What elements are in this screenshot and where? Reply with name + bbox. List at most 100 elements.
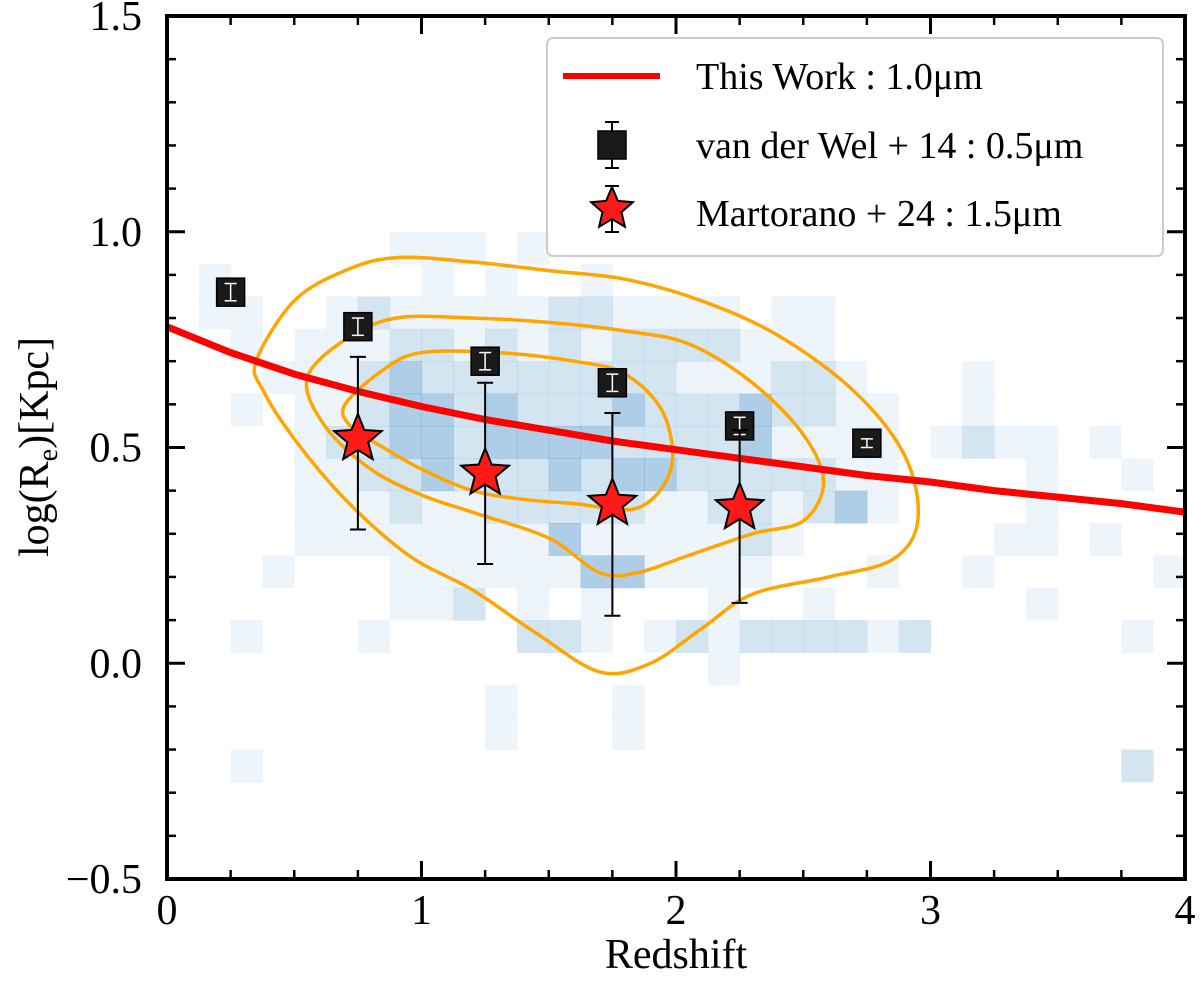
- histogram-cell: [516, 555, 550, 589]
- histogram-cell: [739, 620, 772, 653]
- histogram-cell: [1121, 620, 1154, 653]
- histogram-cell: [516, 296, 550, 330]
- histogram-cell: [421, 587, 454, 621]
- histogram-cell: [739, 523, 772, 556]
- histogram-cell: [485, 684, 518, 718]
- x-axis-ticks: 0 1 2 3 4: [157, 16, 1196, 934]
- histogram-cell: [453, 523, 486, 556]
- contour-level-1: [252, 255, 921, 676]
- histogram-cell: [612, 523, 645, 556]
- histogram-cell: [230, 620, 263, 653]
- histogram-cell: [771, 490, 804, 524]
- legend-label-van-der-wel: van der Wel + 14 : 0.5μm: [696, 125, 1083, 167]
- histogram-cell: [580, 328, 613, 362]
- histogram-cell: [930, 425, 963, 459]
- histogram-cell: [739, 328, 772, 362]
- histogram-cell: [580, 523, 613, 556]
- histogram-cell: [548, 328, 582, 362]
- histogram-cell: [294, 490, 327, 524]
- van-der-wel-point: [215, 277, 246, 307]
- histogram-cell: [516, 458, 550, 492]
- histogram-cell: [1153, 555, 1185, 589]
- histogram-cell: [803, 296, 836, 330]
- histogram-cell: [389, 523, 422, 556]
- y-tick-label: 0.5: [90, 426, 143, 472]
- histogram-cell: [548, 458, 582, 492]
- histogram-cell: [1121, 458, 1154, 492]
- histogram-cell: [962, 393, 995, 427]
- histogram-cell: [803, 361, 836, 395]
- histogram-cell: [612, 717, 645, 751]
- histogram-cell: [485, 296, 518, 330]
- histogram-cell: [580, 296, 613, 330]
- histogram-cell: [548, 490, 582, 524]
- histogram-cell: [485, 555, 518, 589]
- histogram-cell: [644, 361, 677, 395]
- y-tick-label: 1.0: [90, 210, 143, 256]
- van-der-wel-points: [215, 277, 882, 458]
- histogram-cell: [612, 296, 645, 330]
- histogram-cell: [294, 523, 327, 556]
- histogram-cell: [453, 425, 486, 459]
- histogram-cell: [835, 490, 868, 524]
- y-tick-label: 1.5: [90, 0, 143, 40]
- x-tick-label: 1: [411, 888, 432, 934]
- y-axis-title: log(Re)[Kpc]: [12, 337, 64, 557]
- histogram-cell: [1025, 523, 1059, 556]
- histogram-cell: [771, 361, 804, 395]
- x-tick-label: 0: [157, 888, 178, 934]
- histogram-cell: [1121, 749, 1154, 783]
- density-contours: [252, 255, 921, 676]
- histogram-cell: [803, 328, 836, 362]
- histogram-cell: [389, 587, 422, 621]
- legend-label-martorano: Martorano + 24 : 1.5μm: [696, 193, 1062, 235]
- histogram-cell: [516, 490, 550, 524]
- histogram-cell: [580, 264, 613, 297]
- histogram-cell: [453, 296, 486, 330]
- histogram-cell: [612, 684, 645, 718]
- histogram-cell: [962, 555, 995, 589]
- histogram-cell: [389, 296, 422, 330]
- histogram-cell: [676, 555, 709, 589]
- histogram-cell: [548, 555, 582, 589]
- histogram-cell: [421, 458, 454, 492]
- histogram-cell: [516, 393, 550, 427]
- martorano-point: [331, 355, 385, 531]
- legend: This Work : 1.0μm van der Wel + 14 : 0.5…: [546, 37, 1164, 257]
- this-work-line: [167, 323, 1185, 516]
- histogram-cell: [707, 458, 741, 492]
- histogram-cell: [866, 555, 900, 589]
- histogram-cell: [1025, 458, 1059, 492]
- histogram-cell: [580, 620, 613, 653]
- histogram-cell: [676, 393, 709, 427]
- histogram-cell: [389, 231, 422, 265]
- histogram-cell: [516, 361, 550, 395]
- histogram-cell: [644, 523, 677, 556]
- y-tick-label: 0.0: [90, 641, 143, 687]
- histogram-cell: [707, 620, 741, 653]
- histogram-cell: [707, 361, 741, 395]
- histogram-cell: [548, 361, 582, 395]
- histogram-cell: [485, 523, 518, 556]
- histogram-cell: [771, 425, 804, 459]
- histogram-cell: [771, 296, 804, 330]
- van-der-wel-point: [343, 311, 373, 342]
- histogram-cell: [580, 458, 613, 492]
- histogram-cell: [707, 555, 741, 589]
- y-axis-ticks: −0.5 0.0 0.5 1.0 1.5: [66, 0, 1185, 903]
- histogram-cell: [580, 393, 613, 427]
- histogram-cell: [803, 620, 836, 653]
- histogram-cell: [835, 620, 868, 653]
- histogram-cell: [866, 620, 900, 653]
- histogram-cell: [294, 425, 327, 459]
- histogram-cell: [421, 264, 454, 297]
- legend-box: [546, 37, 1164, 257]
- histogram-cell: [898, 620, 931, 653]
- this-work-fit-line: [167, 323, 1185, 516]
- histogram-cell: [389, 361, 422, 395]
- x-axis-title: Redshift: [605, 932, 748, 978]
- histogram-cell: [421, 361, 454, 395]
- histogram-cell: [421, 328, 454, 362]
- histogram-cell: [644, 296, 677, 330]
- van-der-wel-point: [597, 368, 628, 398]
